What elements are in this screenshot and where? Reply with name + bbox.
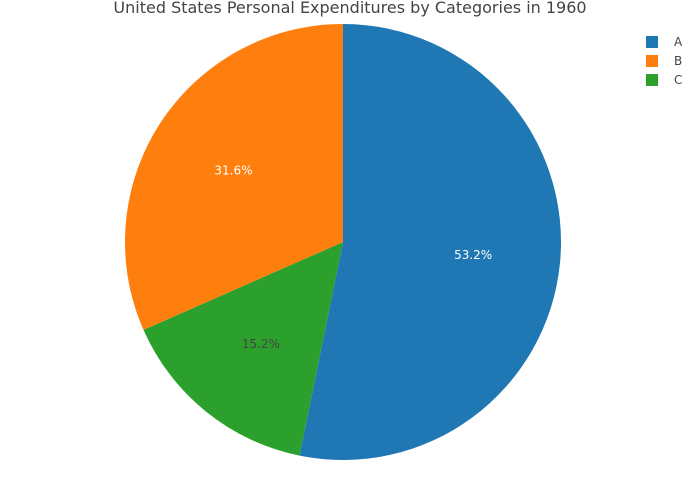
legend-label-a: A: [674, 34, 683, 49]
legend-item-c[interactable]: C: [646, 70, 682, 89]
slice-label-b: 15.2%: [242, 337, 280, 351]
legend-swatch-c: [646, 73, 658, 86]
legend: A B C: [646, 32, 682, 89]
pie-slice-c[interactable]: [124, 24, 343, 330]
slice-label-a: 53.2%: [454, 248, 492, 262]
legend-label-b: B: [674, 53, 683, 68]
legend-item-b[interactable]: B: [646, 51, 682, 70]
chart-title: United States Personal Expenditures by C…: [113, 0, 587, 17]
pie-slice-a[interactable]: [299, 24, 561, 460]
pie-slice-b[interactable]: [143, 242, 343, 456]
slice-label-c: 31.6%: [214, 164, 252, 178]
legend-label-c: C: [674, 72, 683, 87]
legend-item-a[interactable]: A: [646, 32, 682, 51]
legend-swatch-b: [646, 54, 658, 67]
legend-swatch-a: [646, 35, 658, 48]
